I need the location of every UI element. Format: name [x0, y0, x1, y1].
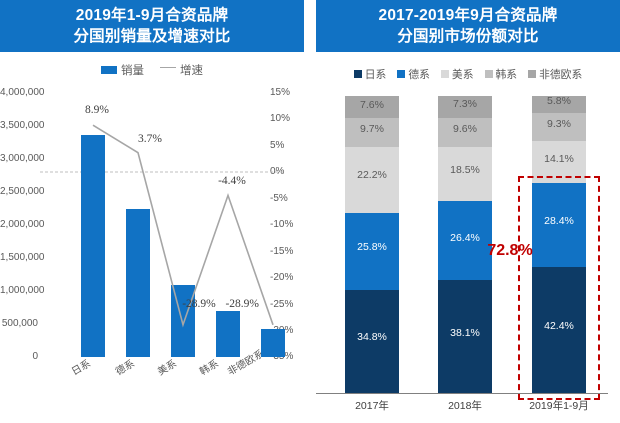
svg-text:-28.9%: -28.9% — [182, 298, 216, 310]
svg-text:8.9%: 8.9% — [85, 104, 109, 116]
svg-text:-28.9%: -28.9% — [225, 298, 259, 310]
svg-text:-4.4%: -4.4% — [218, 175, 246, 187]
svg-text:3.7%: 3.7% — [138, 133, 162, 145]
